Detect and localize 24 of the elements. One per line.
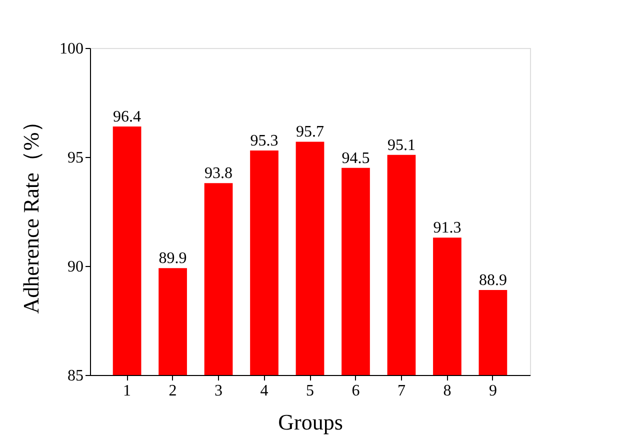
data-label: 89.9 [158, 250, 187, 268]
x-tick-label: 5 [306, 382, 314, 400]
x-tick-label: 7 [397, 382, 406, 400]
y-tick-label: 85 [68, 368, 84, 384]
x-tick-label: 3 [214, 382, 223, 400]
x-tick-label: 1 [123, 382, 132, 400]
y-axis-title: Adherence Rate（%） [18, 110, 44, 314]
x-tick-label: 6 [352, 382, 360, 400]
data-label: 95.7 [296, 124, 324, 141]
data-label: 95.1 [387, 136, 416, 154]
x-tick-label: 4 [260, 382, 268, 400]
y-tick-label: 90 [68, 258, 84, 276]
data-label: 96.4 [113, 108, 142, 126]
data-label: 95.3 [250, 132, 278, 150]
y-tick-label: 100 [60, 40, 84, 58]
data-label: 91.3 [433, 220, 462, 237]
x-axis-title: Groups [278, 410, 343, 434]
data-label: 88.9 [478, 272, 507, 289]
data-label: 93.8 [204, 165, 233, 182]
x-tick-label: 8 [443, 382, 452, 400]
data-label: 94.5 [342, 150, 370, 167]
x-tick-label: 9 [488, 382, 497, 400]
x-tick-label: 2 [168, 382, 177, 400]
y-tick-label: 95 [68, 150, 84, 166]
